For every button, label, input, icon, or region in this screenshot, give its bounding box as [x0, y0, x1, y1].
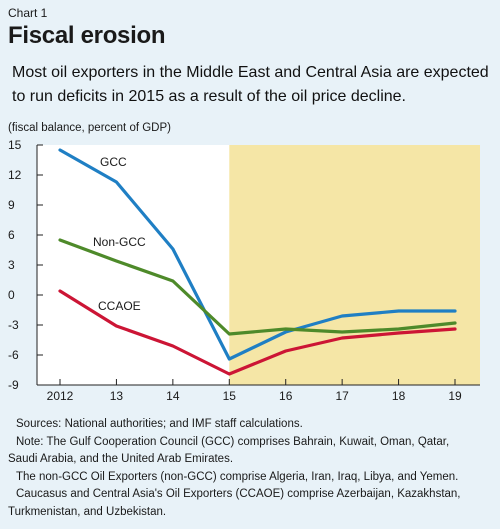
note-line-1: Note: The Gulf Cooperation Council (GCC)… — [16, 435, 450, 448]
note-line-2: Saudi Arabia, and the United Arab Emirat… — [8, 453, 234, 465]
x-tick-label-1: 13 — [110, 389, 124, 403]
y-tick-label-2: 9 — [8, 198, 15, 212]
y-tick-label-3: 6 — [8, 228, 15, 242]
y-tick-label-7: -6 — [8, 348, 19, 362]
x-tick-label-5: 17 — [335, 389, 349, 403]
y-tick-label-6: -3 — [8, 318, 19, 332]
unit-label: (fiscal balance, percent of GDP) — [8, 122, 171, 134]
x-tick-label-6: 18 — [392, 389, 406, 403]
chart-subtitle-line-1: Most oil exporters in the Middle East an… — [12, 64, 489, 81]
series-line-non-gcc — [58, 238, 457, 336]
projection-shading — [229, 145, 480, 385]
y-tick-label-1: 12 — [8, 168, 22, 182]
note-line-4: Caucasus and Central Asia's Oil Exporter… — [16, 488, 461, 500]
series-label-ccaoe: CCAOE — [98, 299, 141, 313]
y-tick-label-5: 0 — [8, 288, 15, 302]
y-tick-label-0: 15 — [8, 138, 22, 152]
line-chart: 15 12 9 6 3 0 -3 -6 -9 2012 13 14 15 16 17 18 19 GCC Non-G… — [8, 138, 480, 403]
chart-title: Fiscal erosion — [8, 22, 166, 49]
y-tick-label-4: 3 — [8, 258, 15, 272]
sources-note: Sources: National authorities; and IMF s… — [16, 418, 303, 430]
x-tick-label-3: 15 — [223, 389, 237, 403]
x-tick-label-0: 2012 — [47, 389, 74, 403]
note-line-3: The non-GCC Oil Exporters (non-GCC) comp… — [16, 470, 459, 483]
y-tick-label-8: -9 — [8, 378, 19, 392]
chart-label: Chart 1 — [8, 6, 48, 20]
x-tick-label-7: 19 — [448, 389, 462, 403]
series-label-non-gcc: Non-GCC — [93, 235, 146, 249]
series-line-ccaoe — [58, 289, 457, 376]
note-line-5: Turkmenistan, and Uzbekistan. — [8, 505, 167, 518]
series-line-gcc — [58, 148, 457, 361]
chart-notes: Sources: National authorities; and IMF s… — [8, 416, 461, 521]
x-tick-label-4: 16 — [279, 389, 293, 403]
chart-subtitle-line-2: to run deficits in 2015 as a result of t… — [12, 88, 406, 105]
x-tick-label-2: 14 — [166, 389, 180, 403]
series-label-gcc: GCC — [100, 155, 127, 169]
